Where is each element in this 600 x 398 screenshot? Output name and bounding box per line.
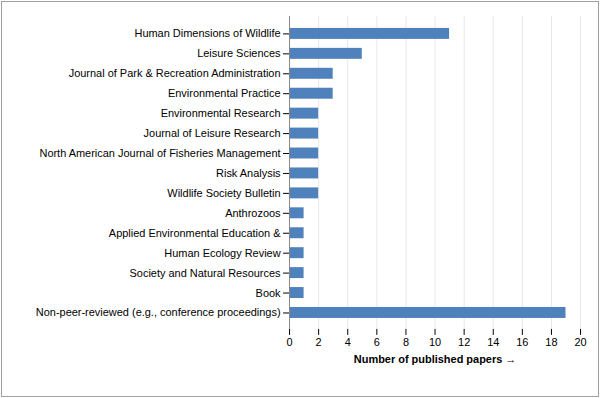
- svg-text:10: 10: [429, 336, 441, 348]
- svg-text:Human Ecology Review: Human Ecology Review: [164, 247, 280, 259]
- svg-text:Applied Environmental Educatio: Applied Environmental Education &: [109, 227, 281, 239]
- svg-text:North American Journal of Fish: North American Journal of Fisheries Mana…: [39, 147, 280, 159]
- svg-text:Human Dimensions of Wildlife: Human Dimensions of Wildlife: [134, 27, 280, 39]
- svg-text:16: 16: [516, 336, 528, 348]
- svg-text:Journal of Leisure Research: Journal of Leisure Research: [144, 127, 281, 139]
- svg-text:Wildlife Society Bulletin: Wildlife Society Bulletin: [167, 187, 280, 199]
- svg-text:12: 12: [458, 336, 470, 348]
- svg-text:8: 8: [403, 336, 409, 348]
- svg-text:6: 6: [374, 336, 380, 348]
- svg-text:Journal of Park & Recreation A: Journal of Park & Recreation Administrat…: [69, 67, 281, 79]
- svg-text:Society and Natural Resources: Society and Natural Resources: [130, 267, 282, 279]
- svg-text:20: 20: [574, 336, 586, 348]
- svg-text:14: 14: [487, 336, 499, 348]
- svg-text:Non-peer-reviewed (e.g., confe: Non-peer-reviewed (e.g., conference proc…: [36, 306, 281, 318]
- svg-text:4: 4: [345, 336, 351, 348]
- svg-text:Book: Book: [256, 287, 281, 299]
- svg-text:Environmental Research: Environmental Research: [161, 107, 281, 119]
- svg-text:Leisure Sciences: Leisure Sciences: [197, 47, 281, 59]
- svg-text:0: 0: [286, 336, 292, 348]
- svg-text:18: 18: [545, 336, 557, 348]
- svg-text:Risk Analysis: Risk Analysis: [216, 167, 281, 179]
- svg-text:Anthrozoos: Anthrozoos: [225, 207, 281, 219]
- svg-text:Number of published papers →: Number of published papers →: [354, 353, 516, 365]
- svg-text:Environmental Practice: Environmental Practice: [168, 87, 281, 99]
- svg-text:2: 2: [316, 336, 322, 348]
